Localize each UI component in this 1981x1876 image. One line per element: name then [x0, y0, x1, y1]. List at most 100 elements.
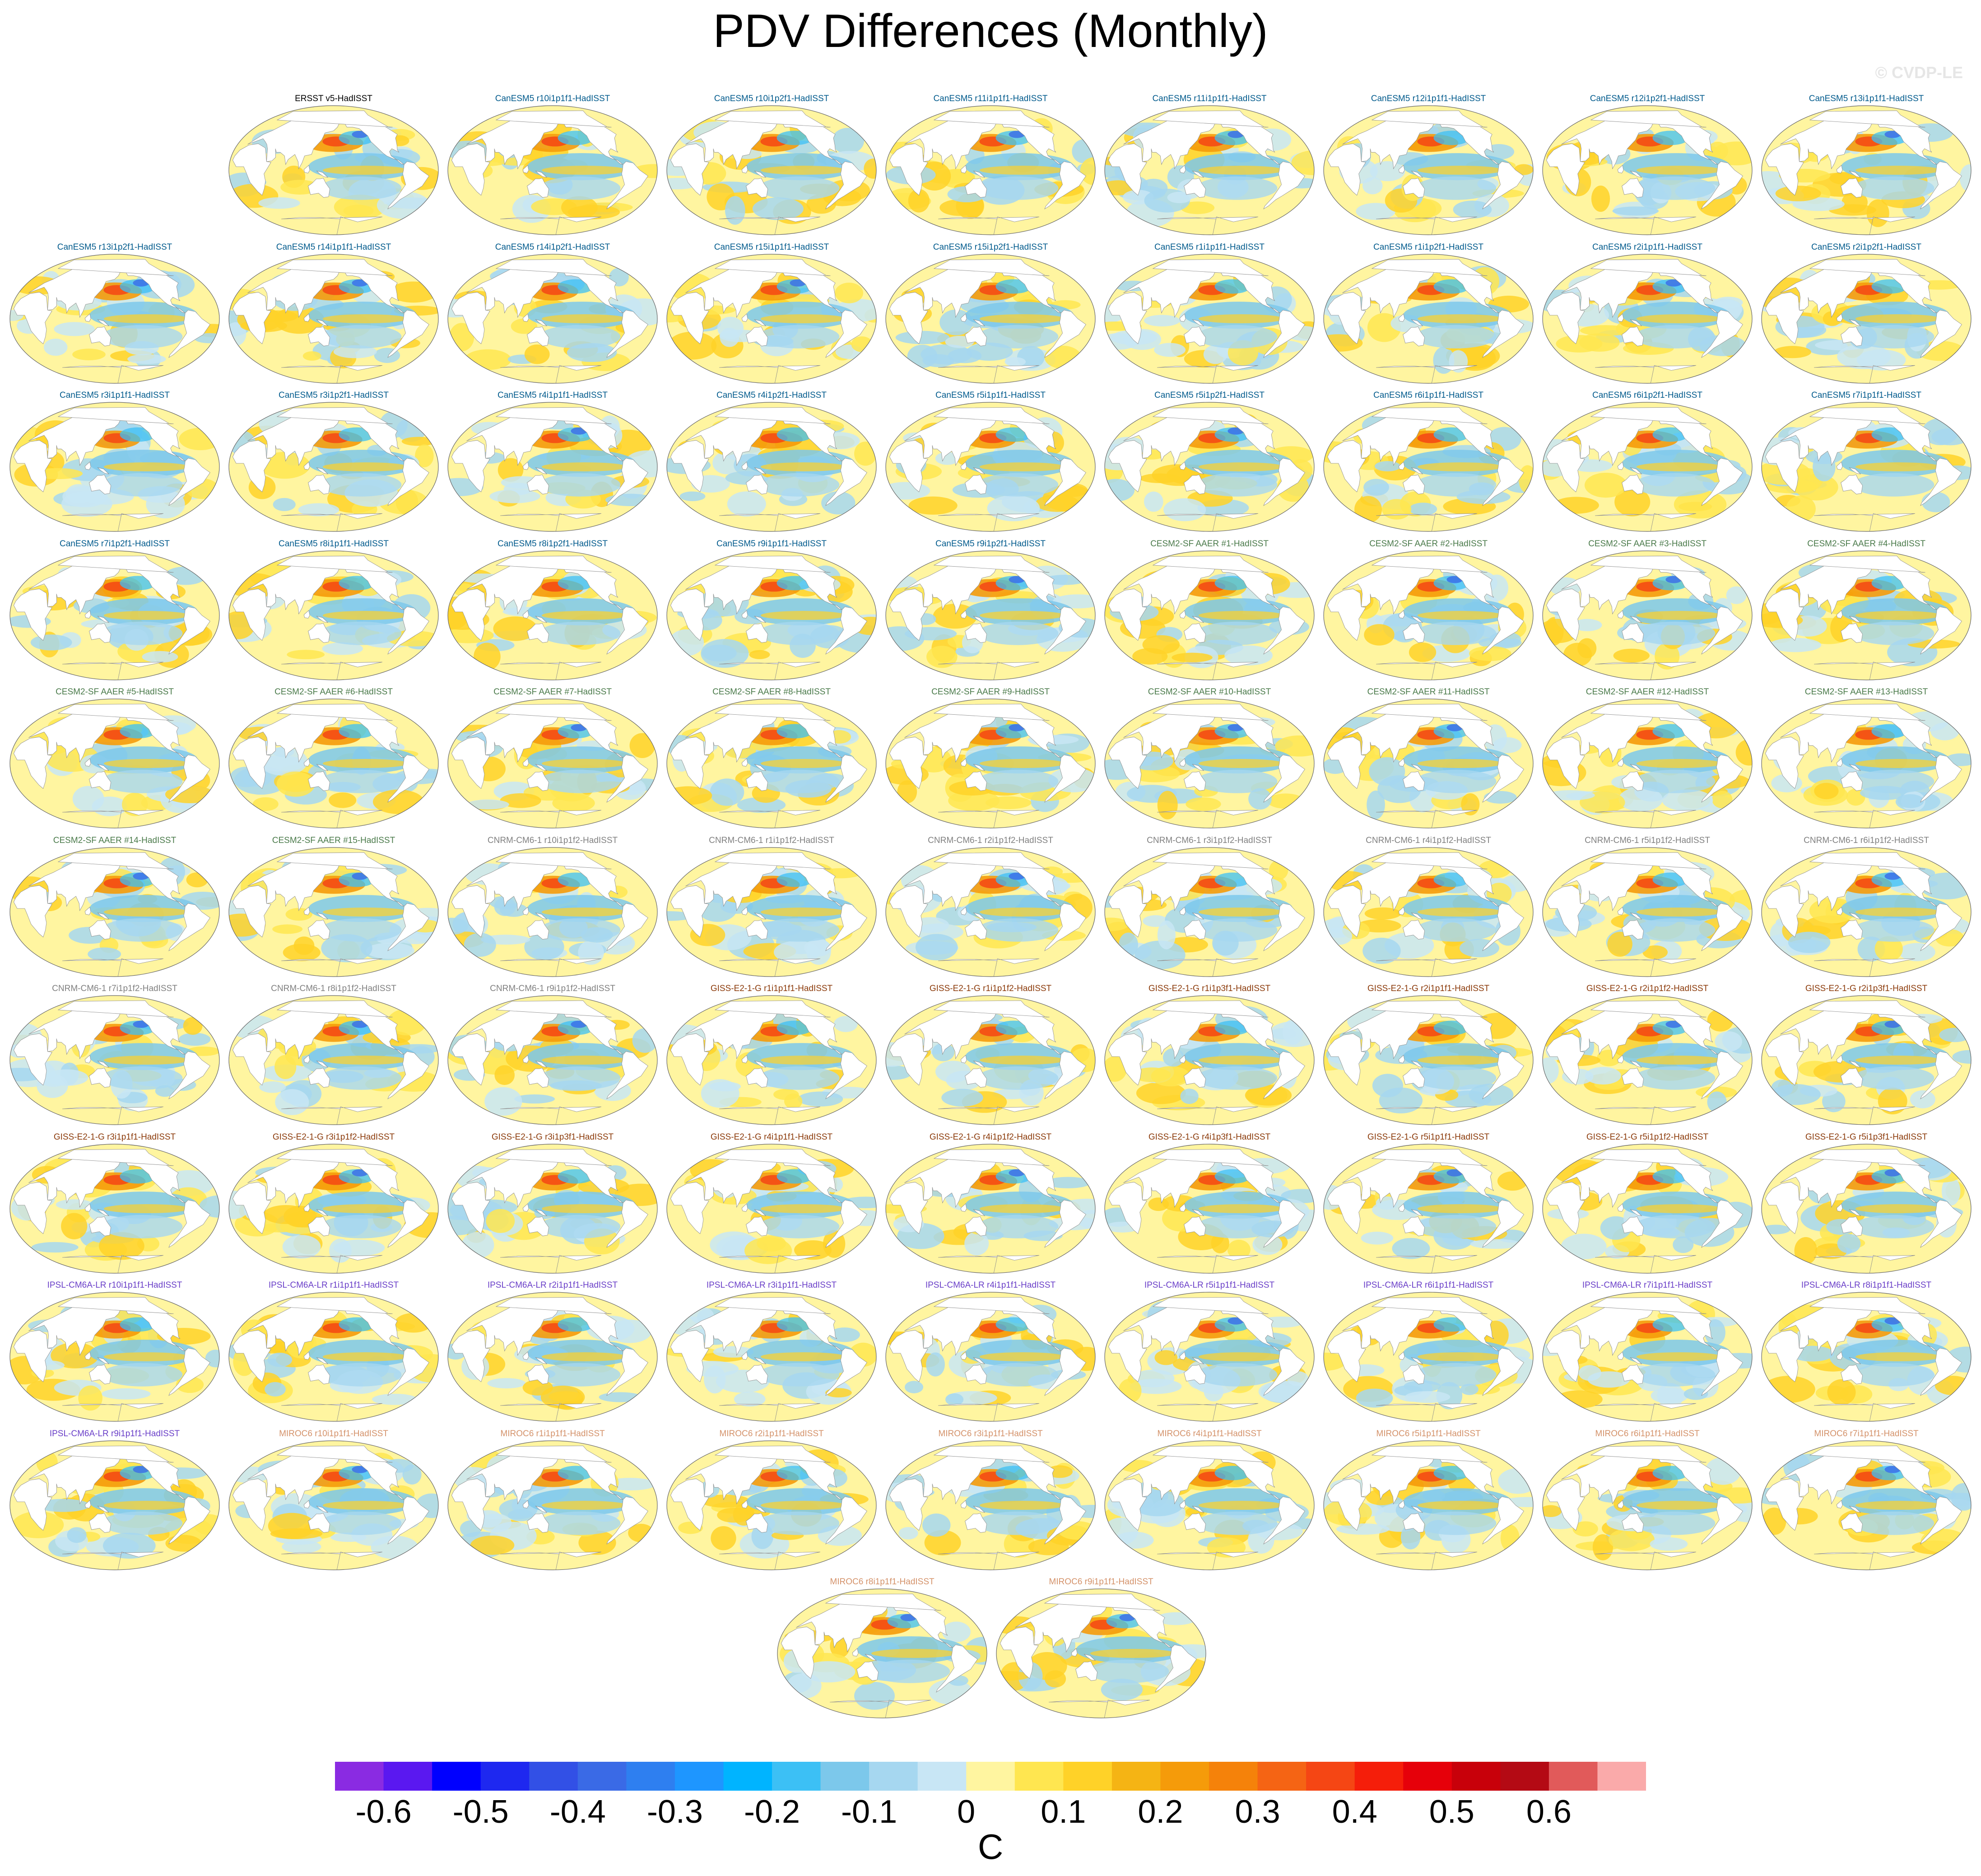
colorbar-swatch	[1257, 1762, 1307, 1791]
colorbar-swatch	[1209, 1762, 1258, 1791]
pdv-map	[996, 1588, 1206, 1718]
map-panel: CNRM-CM6-1 r8i1p1f2-HadISST	[226, 984, 441, 1133]
pdv-map	[1104, 698, 1315, 829]
pdv-map	[666, 105, 877, 235]
panel-title: CESM2-SF AAER #15-HadISST	[272, 835, 395, 845]
map-panel: CanESM5 r10i1p1f1-HadISST	[445, 94, 660, 243]
panel-title: CanESM5 r3i1p1f1-HadISST	[60, 391, 170, 400]
pdv-map	[228, 550, 439, 680]
map-panel: IPSL-CM6A-LR r5i1p1f1-HadISST	[1102, 1280, 1317, 1429]
map-panel: CESM2-SF AAER #5-HadISST	[7, 687, 222, 836]
colorbar-tick-label: 0	[957, 1794, 976, 1830]
pdv-map	[447, 550, 658, 680]
colorbar-swatch	[480, 1762, 530, 1791]
pdv-map	[228, 1440, 439, 1570]
map-panel: MIROC6 r4i1p1f1-HadISST	[1102, 1429, 1317, 1578]
pdv-map	[1104, 1292, 1315, 1422]
pdv-map	[447, 1143, 658, 1274]
pdv-map	[885, 995, 1096, 1125]
pdv-map	[1104, 1143, 1315, 1274]
pdv-map	[885, 253, 1096, 384]
colorbar-swatch	[966, 1762, 1015, 1791]
panel-title: CNRM-CM6-1 r7i1p1f2-HadISST	[52, 984, 177, 993]
map-panel: CNRM-CM6-1 r2i1p1f2-HadISST	[883, 836, 1098, 985]
map-panel: CESM2-SF AAER #13-HadISST	[1759, 687, 1974, 836]
map-panel: CanESM5 r5i1p2f1-HadISST	[1102, 391, 1317, 540]
panel-title: GISS-E2-1-G r2i1p1f2-HadISST	[1586, 984, 1709, 993]
map-panel: CESM2-SF AAER #9-HadISST	[883, 687, 1098, 836]
colorbar-tick-label: -0.3	[646, 1794, 703, 1830]
pdv-map	[885, 550, 1096, 680]
panel-title: IPSL-CM6A-LR r9i1p1f1-HadISST	[49, 1429, 180, 1438]
panel-title: IPSL-CM6A-LR r10i1p1f1-HadISST	[47, 1280, 182, 1290]
map-panel: CanESM5 r14i1p2f1-HadISST	[445, 242, 660, 391]
map-panel: CESM2-SF AAER #3-HadISST	[1540, 539, 1755, 688]
panel-title: CanESM5 r6i1p1f1-HadISST	[1373, 391, 1483, 400]
panel-title: IPSL-CM6A-LR r4i1p1f1-HadISST	[925, 1280, 1056, 1290]
pdv-map	[228, 698, 439, 829]
pdv-map	[1761, 847, 1972, 977]
panel-title: CESM2-SF AAER #11-HadISST	[1367, 687, 1490, 697]
colorbar-swatch	[626, 1762, 675, 1791]
pdv-map	[885, 1292, 1096, 1422]
pdv-map	[1761, 253, 1972, 384]
pdv-map	[9, 402, 220, 532]
pdv-map	[1542, 1440, 1753, 1570]
pdv-map	[228, 253, 439, 384]
panel-title: CanESM5 r10i1p1f1-HadISST	[495, 94, 610, 103]
panel-title: CanESM5 r11i1p1f1-HadISST	[1152, 94, 1267, 103]
map-panel: CanESM5 r2i1p2f1-HadISST	[1759, 242, 1974, 391]
map-panel: CNRM-CM6-1 r6i1p1f2-HadISST	[1759, 836, 1974, 985]
map-panel: CESM2-SF AAER #7-HadISST	[445, 687, 660, 836]
map-panel: GISS-E2-1-G r3i1p1f1-HadISST	[7, 1132, 222, 1281]
pdv-map	[228, 1143, 439, 1274]
colorbar-tick-label: 0.3	[1235, 1794, 1280, 1830]
panel-title: GISS-E2-1-G r5i1p3f1-HadISST	[1805, 1132, 1928, 1142]
map-panel: CanESM5 r14i1p1f1-HadISST	[226, 242, 441, 391]
panel-title: CanESM5 r13i1p1f1-HadISST	[1809, 94, 1924, 103]
panel-title: CESM2-SF AAER #5-HadISST	[56, 687, 174, 697]
pdv-map	[885, 847, 1096, 977]
panel-title: CNRM-CM6-1 r2i1p1f2-HadISST	[928, 835, 1053, 845]
colorbar-swatch	[1111, 1762, 1161, 1791]
pdv-map	[1104, 550, 1315, 680]
pdv-map	[1542, 698, 1753, 829]
panel-title: CESM2-SF AAER #1-HadISST	[1150, 539, 1269, 549]
colorbar-swatch	[1403, 1762, 1452, 1791]
colorbar-tick-label: -0.6	[355, 1794, 412, 1830]
map-panel: MIROC6 r5i1p1f1-HadISST	[1321, 1429, 1536, 1578]
colorbar	[335, 1762, 1646, 1791]
panel-title: MIROC6 r10i1p1f1-HadISST	[279, 1429, 388, 1438]
panel-title: CESM2-SF AAER #8-HadISST	[712, 687, 831, 697]
panel-title: MIROC6 r8i1p1f1-HadISST	[830, 1577, 935, 1587]
map-panel: CNRM-CM6-1 r4i1p1f2-HadISST	[1321, 836, 1536, 985]
panel-title: MIROC6 r1i1p1f1-HadISST	[500, 1429, 605, 1438]
map-panel: MIROC6 r7i1p1f1-HadISST	[1759, 1429, 1974, 1578]
pdv-map	[666, 1440, 877, 1570]
panel-title: CanESM5 r15i1p2f1-HadISST	[933, 242, 1048, 252]
panel-title: CNRM-CM6-1 r9i1p1f2-HadISST	[490, 984, 615, 993]
colorbar-swatch	[1597, 1762, 1646, 1791]
panel-title: CanESM5 r12i1p2f1-HadISST	[1590, 94, 1705, 103]
panel-title: CNRM-CM6-1 r3i1p1f2-HadISST	[1147, 835, 1272, 845]
map-panel: GISS-E2-1-G r4i1p1f2-HadISST	[883, 1132, 1098, 1281]
pdv-map	[1542, 847, 1753, 977]
map-panel: IPSL-CM6A-LR r4i1p1f1-HadISST	[883, 1280, 1098, 1429]
map-panel: MIROC6 r1i1p1f1-HadISST	[445, 1429, 660, 1578]
map-panel: MIROC6 r8i1p1f1-HadISST	[775, 1577, 990, 1726]
pdv-map	[1542, 995, 1753, 1125]
colorbar-swatch	[1306, 1762, 1355, 1791]
panel-title: IPSL-CM6A-LR r8i1p1f1-HadISST	[1801, 1280, 1932, 1290]
pdv-map	[1104, 402, 1315, 532]
colorbar-tick-label: -0.1	[841, 1794, 897, 1830]
map-panel: CanESM5 r3i1p1f1-HadISST	[7, 391, 222, 540]
panel-title: IPSL-CM6A-LR r7i1p1f1-HadISST	[1582, 1280, 1713, 1290]
colorbar-swatch	[869, 1762, 918, 1791]
pdv-map	[228, 847, 439, 977]
map-panel: MIROC6 r9i1p1f1-HadISST	[994, 1577, 1209, 1726]
panel-title: CESM2-SF AAER #10-HadISST	[1148, 687, 1271, 697]
pdv-map	[9, 1440, 220, 1570]
map-panel: CanESM5 r15i1p2f1-HadISST	[883, 242, 1098, 391]
panel-title: MIROC6 r3i1p1f1-HadISST	[938, 1429, 1043, 1438]
panel-title: CanESM5 r5i1p1f1-HadISST	[935, 391, 1046, 400]
